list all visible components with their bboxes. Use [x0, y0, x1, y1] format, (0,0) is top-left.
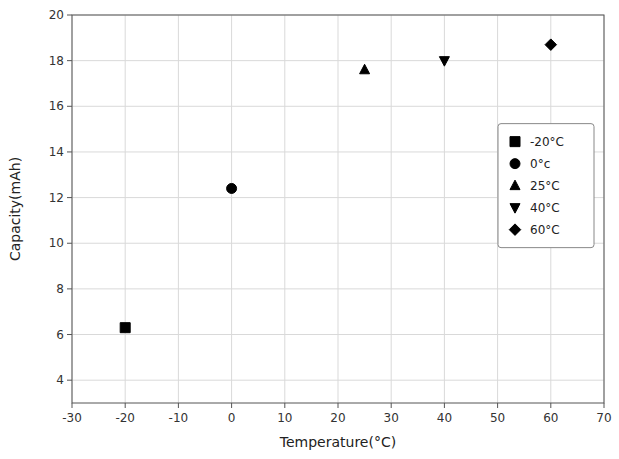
legend-marker [510, 180, 520, 190]
y-tick [67, 60, 72, 61]
chart: -30 -20 -10 0 10 20 30 40 50 60 70 4 6 8 10 12 14 16 18 20 T… [0, 0, 619, 459]
y-tick [67, 334, 72, 335]
y-tick [67, 288, 72, 289]
legend-label: 25°C [530, 179, 560, 193]
point [545, 39, 557, 51]
grid-line-x [231, 15, 232, 403]
y-tick [67, 106, 72, 107]
x-tick [604, 403, 605, 408]
y-tick [67, 151, 72, 152]
legend-label: 0°c [530, 157, 550, 171]
y-tick-label: 14 [49, 145, 64, 159]
plot-frame [72, 15, 604, 403]
x-tick-label: 70 [596, 411, 611, 425]
x-tick [125, 403, 126, 408]
grid-line-x [338, 15, 339, 403]
plot-area [72, 15, 604, 403]
x-tick-label: 0 [228, 411, 236, 425]
x-tick-label: 60 [543, 411, 558, 425]
y-axis-label: Capacity(mAh) [7, 157, 23, 261]
y-tick [67, 15, 72, 16]
x-tick-label: 50 [490, 411, 505, 425]
point [360, 64, 370, 74]
x-tick [284, 403, 285, 408]
points [120, 39, 556, 333]
legend-marker [510, 204, 520, 214]
grid-line-y [72, 288, 604, 289]
x-tick [178, 403, 179, 408]
legend-marker [510, 137, 520, 147]
legend-box [498, 124, 594, 248]
x-tick-label: -20 [115, 411, 135, 425]
y-tick [67, 197, 72, 198]
point [227, 183, 237, 193]
legend: -20°C 0°c 25°C 40°C 60°C [498, 124, 594, 248]
point [439, 57, 449, 66]
x-tick [550, 403, 551, 408]
legend-label: 40°C [530, 201, 560, 215]
grid-line-x [125, 15, 126, 403]
legend-marker [510, 159, 520, 169]
legend-label: 60°C [530, 223, 560, 237]
grid-line-y [72, 106, 604, 107]
x-tick-label: -10 [169, 411, 189, 425]
y-tick-label: 12 [49, 191, 64, 205]
x-tick-label: -30 [62, 411, 82, 425]
y-tick-label: 20 [49, 8, 64, 22]
y-tick-label: 8 [56, 282, 64, 296]
grid-line-x [178, 15, 179, 403]
x-tick-label: 20 [330, 411, 345, 425]
y-tick-label: 10 [49, 236, 64, 250]
x-tick [231, 403, 232, 408]
grid-line-x [284, 15, 285, 403]
point [120, 323, 130, 333]
grid-line-x [391, 15, 392, 403]
x-tick [72, 403, 73, 408]
axes: -30 -20 -10 0 10 20 30 40 50 60 70 4 6 8 10 12 14 16 18 20 [49, 8, 612, 425]
x-tick [391, 403, 392, 408]
y-tick-label: 6 [56, 328, 64, 342]
y-tick-label: 4 [56, 373, 64, 387]
x-tick [444, 403, 445, 408]
grid-line-x [444, 15, 445, 403]
x-axis-label: Temperature(°C) [279, 434, 396, 450]
grid-line-y [72, 334, 604, 335]
grid-line-y [72, 380, 604, 381]
x-tick [338, 403, 339, 408]
grid-line-y [72, 60, 604, 61]
x-tick-label: 40 [437, 411, 452, 425]
y-tick [67, 380, 72, 381]
y-tick-label: 18 [49, 54, 64, 68]
grid [72, 15, 604, 403]
legend-label: -20°C [530, 135, 564, 149]
y-tick-label: 16 [49, 99, 64, 113]
legend-marker [509, 224, 521, 236]
x-tick [497, 403, 498, 408]
y-tick [67, 243, 72, 244]
x-tick-label: 10 [277, 411, 292, 425]
x-tick-label: 30 [384, 411, 399, 425]
